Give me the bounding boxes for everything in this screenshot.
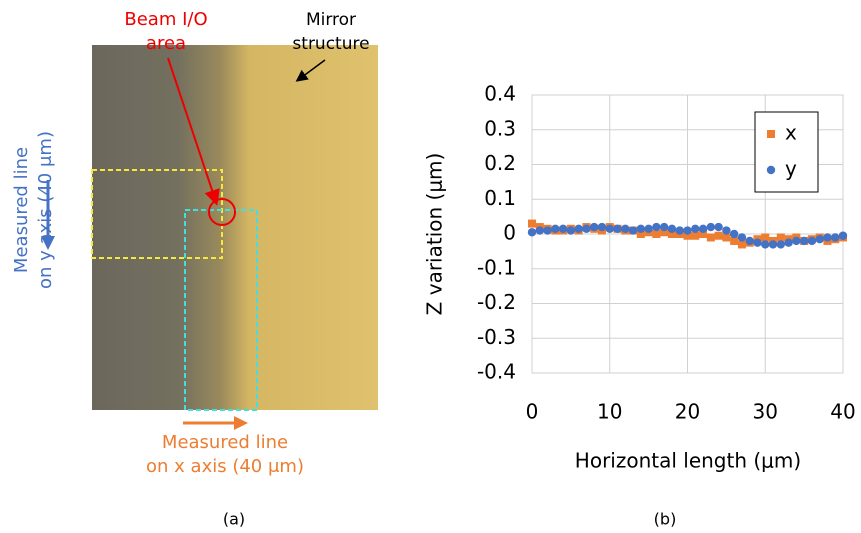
- caption: (b): [654, 510, 677, 529]
- mirror-label: structure: [292, 34, 369, 54]
- data-point: [714, 231, 723, 240]
- data-point: [527, 228, 537, 237]
- x-tick-label: 30: [753, 400, 778, 424]
- data-point: [761, 233, 770, 242]
- data-point: [636, 230, 645, 238]
- data-point: [566, 226, 576, 235]
- microscope-photo: [92, 45, 378, 410]
- data-point: [699, 230, 708, 238]
- data-point: [753, 238, 762, 247]
- y-tick-label: 0.2: [484, 151, 516, 175]
- data-point: [528, 219, 536, 228]
- data-point: [792, 236, 801, 246]
- y-line-label: on y axis (40 μm): [35, 131, 56, 289]
- legend-marker: [767, 130, 775, 138]
- beam-circle: [208, 198, 236, 226]
- data-point: [683, 231, 692, 240]
- data-point: [659, 222, 669, 232]
- data-point: [675, 226, 684, 235]
- data-point: [737, 233, 747, 242]
- data-point: [628, 226, 638, 235]
- data-point: [582, 224, 591, 233]
- beam-label: area: [146, 33, 186, 54]
- x-measure-box: [184, 209, 258, 411]
- data-point: [691, 224, 700, 233]
- mirror-label: Mirror: [306, 10, 356, 30]
- data-point: [613, 224, 622, 233]
- x-tick-label: 20: [675, 400, 700, 424]
- data-point: [722, 233, 731, 242]
- data-point: [543, 226, 552, 235]
- y-tick-label: 0.4: [484, 82, 516, 106]
- data-point: [823, 233, 832, 242]
- data-point: [838, 231, 848, 240]
- x-axis-title: Horizontal length (μm): [575, 449, 801, 473]
- data-point: [636, 224, 646, 233]
- data-point: [815, 235, 824, 244]
- data-point: [590, 222, 599, 232]
- data-point: [776, 240, 785, 249]
- data-point: [667, 224, 677, 233]
- data-point: [621, 224, 630, 233]
- y-line-label: Measured line: [11, 147, 32, 273]
- legend-box: [754, 111, 819, 193]
- data-point: [761, 240, 770, 249]
- y-measure-box: [91, 169, 223, 259]
- y-tick-label: 0: [503, 221, 516, 245]
- legend-label: y: [785, 157, 797, 181]
- mirror-arrow: [295, 59, 326, 82]
- data-point: [667, 230, 676, 238]
- x-arrow-head: [234, 416, 248, 430]
- data-point: [698, 224, 708, 233]
- data-point: [768, 240, 778, 249]
- data-point: [652, 222, 661, 232]
- legend-marker: [766, 165, 776, 175]
- data-point: [737, 240, 746, 249]
- data-point: [683, 226, 692, 235]
- data-point: [558, 224, 568, 233]
- caption: (a): [223, 510, 245, 529]
- data-point: [745, 236, 754, 246]
- data-point: [652, 230, 661, 238]
- data-point: [644, 224, 653, 233]
- data-point: [551, 224, 560, 233]
- data-point: [597, 222, 607, 232]
- data-point: [605, 224, 614, 233]
- beam-label: Beam I/O: [124, 9, 207, 30]
- beam-arrow: [167, 57, 220, 206]
- y-tick-label: 0.1: [484, 186, 516, 210]
- y-tick-label: -0.3: [477, 325, 516, 349]
- x-tick-label: 40: [830, 400, 855, 424]
- data-point: [535, 226, 544, 235]
- legend-label: x: [785, 121, 797, 145]
- y-tick-label: -0.2: [477, 290, 516, 314]
- y-arrow-head: [41, 236, 55, 250]
- data-point: [706, 233, 715, 242]
- data-point: [729, 229, 739, 239]
- x-tick-label: 10: [597, 400, 622, 424]
- data-point: [691, 231, 700, 240]
- x-line-label: on x axis (40 μm): [146, 456, 304, 477]
- data-point: [574, 224, 583, 233]
- y-tick-label: -0.1: [477, 255, 516, 279]
- data-point: [722, 226, 731, 235]
- y-tick-label: 0.3: [484, 116, 516, 140]
- data-point: [660, 228, 669, 237]
- data-point: [730, 236, 739, 245]
- data-point: [784, 238, 793, 247]
- data-point: [831, 233, 840, 242]
- x-tick-label: 0: [526, 400, 539, 424]
- data-point: [714, 222, 723, 232]
- y-tick-label: -0.4: [477, 360, 516, 384]
- y-axis-title: Z variation (μm): [423, 153, 447, 316]
- data-point: [807, 236, 817, 246]
- data-point: [776, 233, 785, 242]
- data-point: [799, 236, 809, 246]
- data-point: [706, 222, 716, 232]
- x-line-label: Measured line: [162, 432, 288, 453]
